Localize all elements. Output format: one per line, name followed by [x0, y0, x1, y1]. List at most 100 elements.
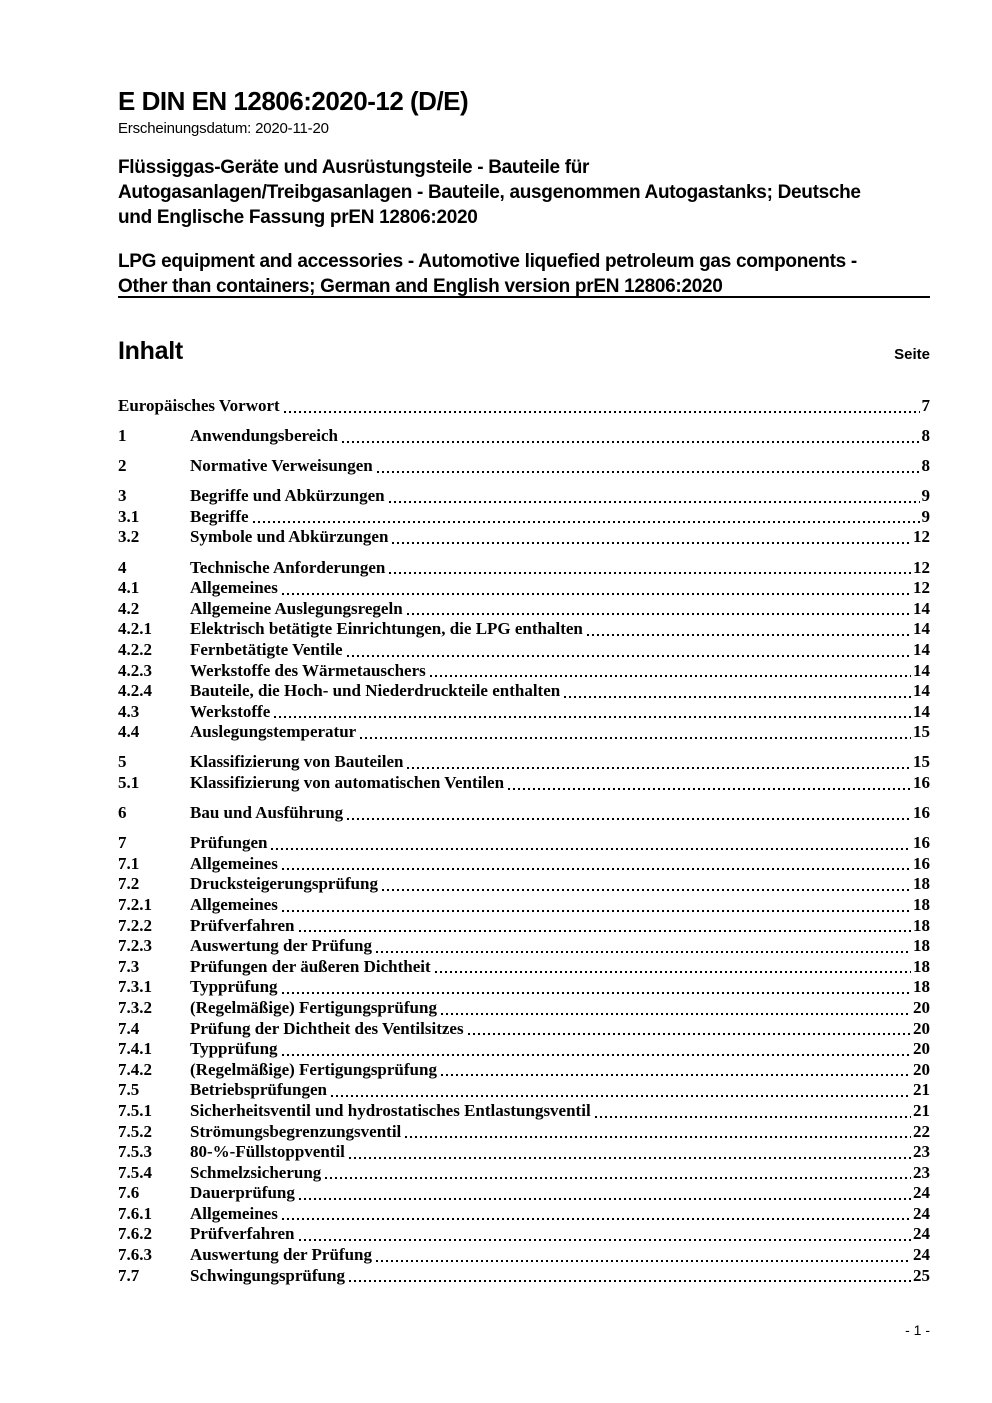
- toc-entry-number: 7.5.1: [118, 1100, 152, 1120]
- toc-entry: 7.4.2 (Regelmäßige) Fertigungsprüfung 20: [118, 1060, 930, 1081]
- toc-entry-title: Prüfverfahren: [190, 915, 295, 935]
- toc-entry-title: Schwingungsprüfung: [190, 1265, 345, 1285]
- toc-entry-number: 1: [118, 426, 127, 446]
- english-title-line: Other than containers; German and Englis…: [118, 276, 723, 297]
- toc-entry-title: Drucksteigerungsprüfung: [190, 874, 378, 894]
- toc-entry-number: 4.2.2: [118, 639, 152, 659]
- toc-entry-page: 24: [913, 1224, 930, 1244]
- toc-leader-dots: [429, 661, 912, 682]
- toc-entry: 4 Technische Anforderungen 12: [118, 558, 930, 579]
- toc-entry: 5.1 Klassifizierung von automatischen Ven…: [118, 773, 930, 794]
- toc-leader-dots: [283, 396, 920, 417]
- toc-entry: 4.2.4 Bauteile, die Hoch- und Niederdruck…: [118, 681, 930, 702]
- toc-group: 1 Anwendungsbereich 8: [118, 426, 930, 447]
- toc-leader-dots: [440, 998, 912, 1019]
- toc-leader-dots: [375, 1245, 912, 1266]
- toc-entry-page: 18: [913, 915, 930, 935]
- toc-group: Europäisches Vorwort 7: [118, 396, 930, 417]
- toc-group: 4 Technische Anforderungen 12 4.1 Allgemeine…: [118, 558, 930, 743]
- toc-entry-number: 7.5.3: [118, 1142, 152, 1162]
- toc-entry-number: 4.2.1: [118, 619, 152, 639]
- toc-entry-page: 21: [913, 1100, 930, 1120]
- toc-entry: 7.2.2 Prüfverfahren 18: [118, 916, 930, 937]
- toc-leader-dots: [298, 1224, 912, 1245]
- toc-entry-number: 7.5.4: [118, 1162, 152, 1182]
- toc-entry: 7.5.3 80-%-Füllstoppventil 23: [118, 1142, 930, 1163]
- toc-entry-title: Schmelzsicherung: [190, 1162, 322, 1182]
- toc-entry-number: 7: [118, 833, 127, 853]
- toc-leader-dots: [342, 426, 920, 447]
- toc-leader-dots: [594, 1101, 912, 1122]
- toc-entry: 4.2.3 Werkstoffe des Wärmetauschers 14: [118, 661, 930, 682]
- toc-leader-dots: [347, 803, 911, 824]
- toc-entry-number: 4.3: [118, 701, 140, 721]
- toc-entry-number: 7.2.1: [118, 894, 152, 914]
- toc-entry-page: 25: [913, 1265, 930, 1285]
- toc-entry-page: 16: [913, 853, 930, 873]
- toc-entry-page: 24: [913, 1203, 930, 1223]
- toc-leader-dots: [375, 936, 912, 957]
- toc-entry: 7.2 Drucksteigerungsprüfung 18: [118, 874, 930, 895]
- toc-entry-title: Prüfungen: [190, 833, 268, 853]
- toc-entry-page: 15: [913, 722, 930, 742]
- toc-leader-dots: [392, 527, 911, 548]
- toc-entry-page: 20: [913, 1059, 930, 1079]
- toc-entry: 7.3 Prüfungen der äußeren Dichtheit 18: [118, 957, 930, 978]
- toc-leader-dots: [346, 640, 912, 661]
- toc-entry-title: Bauteile, die Hoch- und Niederdruckteile…: [190, 681, 561, 701]
- toc-group: 5 Klassifizierung von Bauteilen 15 5.1 Klass…: [118, 752, 930, 793]
- publication-date: Erscheinungsdatum: 2020-11-20: [118, 120, 329, 137]
- toc-entry-title: Allgemeine Auslegungsregeln: [190, 598, 403, 618]
- toc-list: Europäisches Vorwort 7 1 Anwendungsbereich 8…: [118, 396, 930, 1286]
- toc-entry-title: 80-%-Füllstoppventil: [190, 1142, 345, 1162]
- toc-entry-number: 4.4: [118, 722, 140, 742]
- toc-entry-page: 24: [913, 1245, 930, 1265]
- toc-entry-title: Technische Anforderungen: [190, 557, 386, 577]
- toc-entry-number: 4.2.3: [118, 660, 152, 680]
- toc-entry: 7.6.1 Allgemeines 24: [118, 1204, 930, 1225]
- toc-group: 2 Normative Verweisungen 8: [118, 456, 930, 477]
- english-title-line: LPG equipment and accessories - Automoti…: [118, 251, 857, 272]
- toc-entry-page: 20: [913, 997, 930, 1017]
- toc-entry-number: 7.3.1: [118, 977, 152, 997]
- toc-entry-title: Klassifizierung von automatischen Ventil…: [190, 773, 505, 792]
- toc-entry-number: 3: [118, 486, 127, 506]
- toc-entry: 7.1 Allgemeines 16: [118, 854, 930, 875]
- toc-entry-page: 14: [913, 660, 930, 680]
- toc-entry: 7.6.2 Prüfverfahren 24: [118, 1224, 930, 1245]
- toc-entry: 7.4 Prüfung der Dichtheit des Ventilsitze…: [118, 1019, 930, 1040]
- toc-entry: 5 Klassifizierung von Bauteilen 15: [118, 752, 930, 773]
- toc-entry-number: 7.2.2: [118, 915, 152, 935]
- toc-leader-dots: [281, 1204, 912, 1225]
- toc-entry-title: Begriffe: [190, 506, 249, 526]
- toc-leader-dots: [330, 1080, 912, 1101]
- toc-entry-number: 7.4.2: [118, 1059, 152, 1079]
- toc-leader-dots: [274, 702, 911, 723]
- toc-entry-page: 18: [913, 936, 930, 956]
- toc-entry-page: 18: [913, 956, 930, 976]
- toc-leader-dots: [406, 599, 912, 620]
- toc-group: 3 Begriffe und Abkürzungen 9 3.1 Begriffe 9 3.…: [118, 486, 930, 548]
- toc-entry-title: Prüfungen der äußeren Dichtheit: [190, 956, 431, 976]
- toc-entry-number: 2: [118, 456, 127, 476]
- toc-entry-title: Betriebsprüfungen: [190, 1080, 327, 1100]
- toc-entry: 3.1 Begriffe 9: [118, 507, 930, 528]
- toc-entry: 7.5 Betriebsprüfungen 21: [118, 1080, 930, 1101]
- toc-leader-dots: [405, 1122, 911, 1143]
- toc-entry: 7.4.1 Typprüfung 20: [118, 1039, 930, 1060]
- toc-entry-page: 9: [921, 486, 931, 506]
- toc-leader-dots: [281, 977, 912, 998]
- toc-entry: 7.5.4 Schmelzsicherung 23: [118, 1163, 930, 1184]
- german-title-line: Flüssiggas-Geräte und Ausrüstungsteile -…: [118, 157, 590, 178]
- toc-entry-number: 4.2.4: [118, 681, 152, 701]
- toc-entry: 2 Normative Verweisungen 8: [118, 456, 930, 477]
- horizontal-rule: [118, 296, 930, 298]
- toc-entry-title: Werkstoffe des Wärmetauschers: [190, 660, 426, 680]
- toc-entry-page: 18: [913, 874, 930, 894]
- toc-entry-number: 6: [118, 803, 127, 823]
- toc-entry-number: 4.1: [118, 578, 140, 598]
- toc-entry: 4.2 Allgemeine Auslegungsregeln 14: [118, 599, 930, 620]
- toc-entry-page: 7: [921, 396, 931, 415]
- toc-entry: 7.2.1 Allgemeines 18: [118, 895, 930, 916]
